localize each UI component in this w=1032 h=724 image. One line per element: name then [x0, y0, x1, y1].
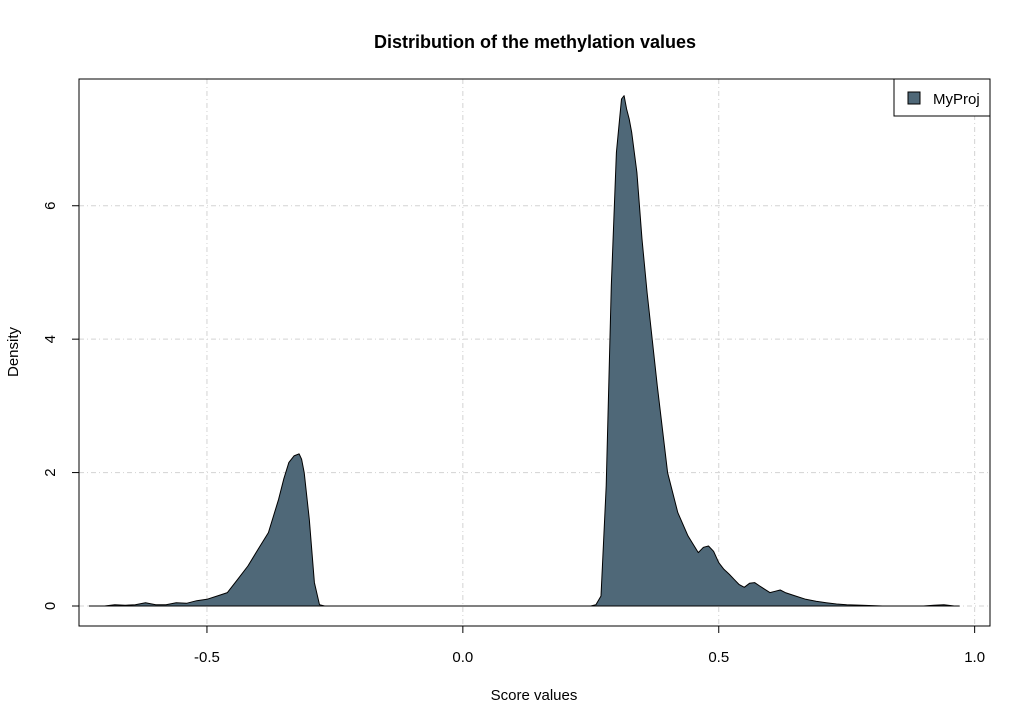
legend: MyProj	[893, 78, 991, 117]
plot-frame	[78, 78, 991, 627]
x-tick-label-0: -0.5	[194, 649, 220, 666]
x-tick-label-2: 0.5	[708, 649, 729, 666]
y-axis-label: Density	[5, 326, 22, 377]
y-tick-label-3: 6	[42, 202, 59, 210]
grid	[79, 79, 990, 626]
y-axis: 0 2 4 6	[42, 202, 79, 610]
legend-swatch-myproj	[907, 91, 921, 105]
x-axis-label: Score values	[491, 687, 578, 704]
y-tick-label-1: 2	[42, 468, 59, 476]
density-area-myproj	[88, 95, 960, 607]
x-axis: -0.5 0.0 0.5 1.0	[194, 626, 985, 666]
x-tick-label-3: 1.0	[964, 649, 985, 666]
chart-title: Distribution of the methylation values	[374, 32, 696, 52]
legend-label-myproj: MyProj	[933, 91, 980, 108]
x-tick-label-1: 0.0	[452, 649, 473, 666]
density-area-layer	[88, 95, 960, 607]
y-tick-label-0: 0	[42, 602, 59, 610]
y-tick-label-2: 4	[42, 335, 59, 343]
